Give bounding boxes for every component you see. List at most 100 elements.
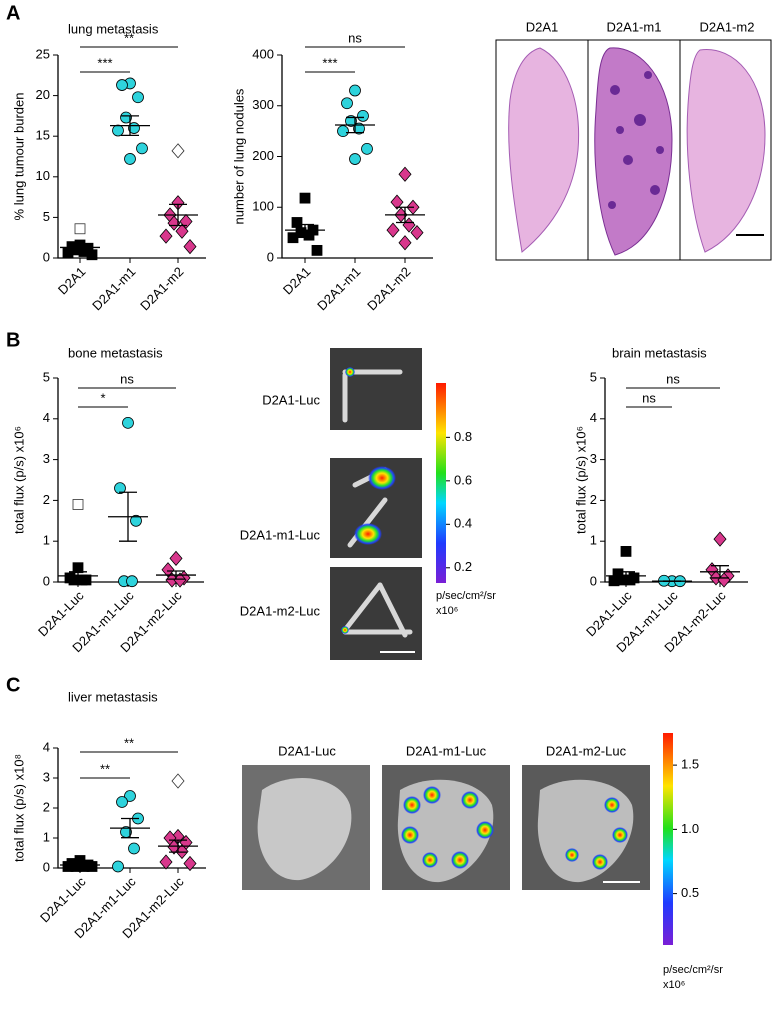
data-point bbox=[357, 110, 369, 122]
data-point bbox=[116, 79, 128, 91]
y-axis-label: % lung tumour burden bbox=[11, 93, 26, 221]
x-tick-label: D2A1 bbox=[280, 264, 314, 298]
x-tick-label: D2A1-m1 bbox=[89, 264, 138, 313]
colorbar-tick-label: 0.4 bbox=[454, 516, 472, 531]
data-point bbox=[116, 796, 128, 808]
signal bbox=[354, 523, 382, 545]
data-point bbox=[159, 228, 173, 244]
image-label: D2A1-m1 bbox=[607, 19, 662, 34]
image-label: D2A1-m1-Luc bbox=[240, 527, 321, 542]
data-point bbox=[161, 562, 175, 578]
image-label: D2A1-m2-Luc bbox=[546, 743, 627, 758]
liver-images: D2A1-Luc D2A1-m1-Luc D2A1-m2-Luc bbox=[242, 743, 650, 890]
y-tick-label: 0 bbox=[590, 573, 597, 588]
significance-label: *** bbox=[322, 55, 337, 70]
panel-label: B bbox=[6, 329, 20, 351]
data-point bbox=[169, 550, 183, 566]
y-tick-label: 5 bbox=[590, 369, 597, 384]
colorbar-unit: p/sec/cm²/sr bbox=[663, 964, 723, 976]
y-tick-label: 100 bbox=[252, 199, 274, 214]
data-point bbox=[341, 97, 353, 110]
data-point bbox=[74, 223, 86, 235]
y-tick-label: 2 bbox=[43, 799, 50, 814]
colorbar-scale: x10⁶ bbox=[436, 605, 458, 617]
data-point bbox=[120, 111, 132, 124]
data-point bbox=[390, 194, 404, 210]
colorbar-tick-label: 0.6 bbox=[454, 472, 472, 487]
data-point bbox=[299, 192, 311, 204]
x-tick-label: D2A1-m1 bbox=[314, 264, 363, 313]
y-tick-label: 0 bbox=[43, 249, 50, 264]
data-point bbox=[311, 244, 323, 256]
data-point bbox=[159, 854, 173, 870]
metastases bbox=[608, 71, 664, 209]
data-point bbox=[183, 239, 197, 255]
y-tick-label: 0 bbox=[267, 249, 274, 264]
y-axis-label: number of lung nodules bbox=[231, 88, 246, 224]
data-point bbox=[124, 790, 136, 802]
axis bbox=[57, 378, 204, 583]
data-point bbox=[175, 223, 189, 239]
significance-label: ns bbox=[120, 371, 134, 386]
panel-label: A bbox=[6, 2, 20, 24]
y-tick-label: 4 bbox=[43, 410, 50, 425]
data-point bbox=[124, 153, 136, 165]
data-point bbox=[112, 124, 124, 137]
y-axis-label: total flux (p/s) x10⁶ bbox=[573, 426, 588, 534]
chart-title: brain metastasis bbox=[612, 345, 707, 360]
data-point bbox=[349, 153, 361, 165]
image-label: D2A1-m2 bbox=[700, 19, 755, 34]
colorbar-tick-label: 0.5 bbox=[681, 885, 699, 900]
x-tick-label: D2A1 bbox=[55, 264, 89, 298]
y-tick-label: 5 bbox=[43, 209, 50, 224]
y-tick-label: 400 bbox=[252, 46, 274, 61]
panel-label: C bbox=[6, 674, 20, 696]
chart-title: liver metastasis bbox=[68, 689, 158, 704]
colorbar-tick-label: 1.0 bbox=[681, 821, 699, 836]
colorbar-tick-label: 0.8 bbox=[454, 429, 472, 444]
image-label: D2A1-Luc bbox=[278, 743, 336, 758]
data-point bbox=[345, 115, 357, 127]
y-tick-label: 4 bbox=[43, 739, 50, 754]
data-point bbox=[410, 225, 424, 241]
data-point bbox=[128, 842, 140, 855]
data-point bbox=[171, 773, 185, 789]
colorbar-tick-label: 1.5 bbox=[681, 757, 699, 772]
data-point bbox=[608, 575, 620, 587]
y-axis-label: total flux (p/s) x10⁶ bbox=[11, 426, 26, 534]
data-point bbox=[620, 546, 632, 557]
x-tick-label: D2A1-m2 bbox=[364, 264, 413, 313]
x-tick-label: D2A1-Luc bbox=[35, 588, 87, 640]
y-tick-label: 25 bbox=[36, 46, 50, 61]
signal bbox=[341, 626, 349, 634]
y-tick-label: 4 bbox=[590, 410, 597, 425]
image-label: D2A1-m2-Luc bbox=[240, 603, 321, 618]
y-tick-label: 1 bbox=[43, 829, 50, 844]
data-point bbox=[386, 222, 400, 238]
y-tick-label: 1 bbox=[590, 533, 597, 548]
data-point bbox=[353, 122, 365, 135]
data-point bbox=[112, 860, 124, 873]
signal bbox=[345, 367, 355, 377]
data-point bbox=[398, 166, 412, 182]
image-label: D2A1 bbox=[526, 19, 559, 34]
y-tick-label: 10 bbox=[36, 168, 50, 183]
colorbar-tick-label: 0.2 bbox=[454, 559, 472, 574]
y-tick-label: 2 bbox=[43, 492, 50, 507]
colorbar bbox=[663, 733, 673, 945]
data-point bbox=[62, 247, 74, 259]
data-point bbox=[86, 249, 98, 261]
data-point bbox=[132, 91, 144, 104]
data-point bbox=[114, 482, 126, 495]
x-tick-label: D2A1-Luc bbox=[37, 874, 89, 926]
y-tick-label: 20 bbox=[36, 87, 50, 102]
image-label: D2A1-Luc bbox=[262, 392, 320, 407]
liver bbox=[257, 778, 352, 881]
x-tick-label: D2A1-m2 bbox=[137, 264, 186, 313]
significance-label: *** bbox=[97, 55, 112, 70]
significance-label: * bbox=[100, 390, 105, 405]
data-point bbox=[291, 217, 303, 228]
data-point bbox=[349, 84, 361, 97]
data-point bbox=[136, 142, 148, 155]
